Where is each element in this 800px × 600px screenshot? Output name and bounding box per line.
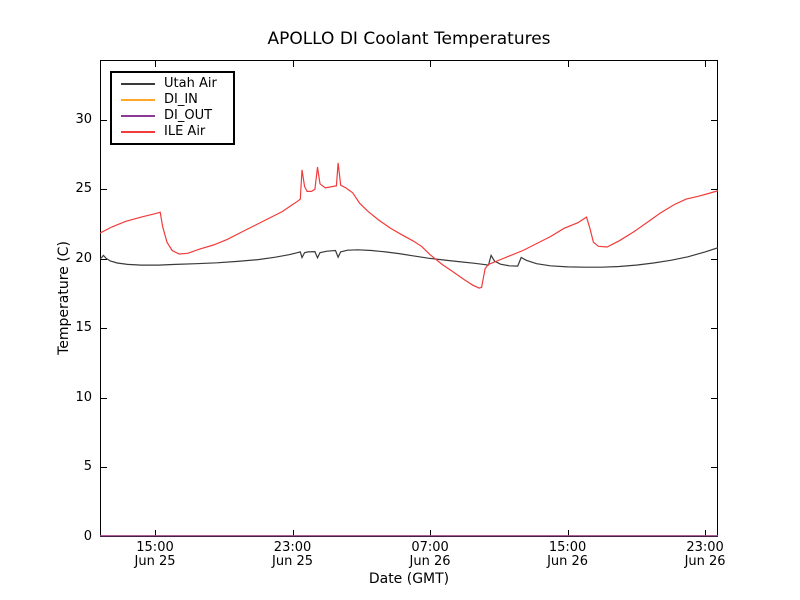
plot-area [100, 60, 718, 537]
series-line-ile-air [100, 162, 718, 289]
plot-svg [100, 60, 718, 537]
y-tick-label: 30 [75, 111, 92, 127]
legend-line-sample [121, 115, 155, 117]
legend-line-sample [121, 99, 155, 101]
y-tick-label: 25 [75, 181, 92, 197]
legend-label: DI_OUT [164, 108, 213, 123]
x-tick-label: 15:00 Jun 25 [134, 540, 176, 569]
legend-line-sample [121, 83, 155, 85]
legend-item-di-out: DI_OUT [121, 108, 233, 124]
legend-item-ile-air: ILE Air [121, 124, 233, 140]
y-tick-label: 10 [75, 389, 92, 405]
x-tick-label: 23:00 Jun 25 [272, 540, 314, 569]
legend-label: ILE Air [164, 124, 206, 139]
x-axis-label: Date (GMT) [368, 571, 450, 587]
legend-label: DI_IN [164, 92, 198, 107]
x-tick-label: 15:00 Jun 26 [547, 540, 589, 569]
y-tick-label: 20 [75, 250, 92, 266]
legend: Utah Air DI_IN DI_OUT ILE Air [110, 71, 235, 145]
chart-title: APOLLO DI Coolant Temperatures [267, 29, 551, 49]
x-tick-label: 23:00 Jun 26 [684, 540, 726, 569]
legend-line-sample [121, 131, 155, 133]
legend-item-utah-air: Utah Air [121, 76, 233, 92]
x-tick-label: 07:00 Jun 26 [409, 540, 451, 569]
y-tick-label: 5 [83, 459, 92, 475]
y-tick-label: 15 [75, 320, 92, 336]
legend-item-di-in: DI_IN [121, 92, 233, 108]
y-tick-label: 0 [83, 529, 92, 544]
legend-label: Utah Air [164, 76, 217, 91]
series-line-utah-air [100, 247, 718, 268]
